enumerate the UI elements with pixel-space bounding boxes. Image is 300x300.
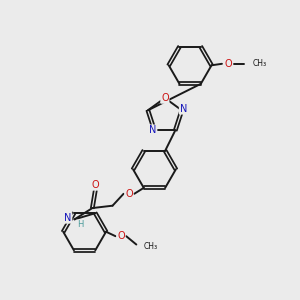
Text: N: N: [64, 213, 71, 223]
Text: O: O: [117, 231, 125, 241]
Text: O: O: [92, 180, 99, 190]
Text: N: N: [180, 104, 187, 114]
Text: O: O: [224, 59, 232, 69]
Text: CH₃: CH₃: [144, 242, 158, 250]
Text: O: O: [125, 189, 133, 199]
Text: N: N: [149, 125, 157, 135]
Text: CH₃: CH₃: [253, 59, 267, 68]
Text: H: H: [77, 220, 83, 229]
Text: O: O: [161, 93, 169, 103]
